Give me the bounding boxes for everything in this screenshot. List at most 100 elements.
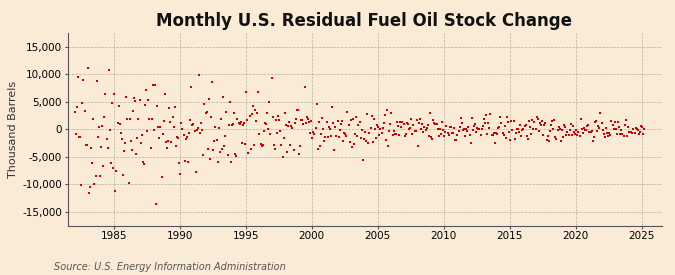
Point [433, 134, 444, 138]
Point [120, 141, 131, 145]
Point [112, 121, 123, 125]
Point [362, 112, 373, 116]
Point [364, 131, 375, 136]
Point [313, 147, 323, 152]
Point [100, 91, 111, 96]
Point [474, 126, 485, 131]
Point [338, 139, 348, 143]
Point [461, 127, 472, 131]
Point [294, 152, 304, 156]
Point [360, 139, 371, 143]
Point [330, 125, 341, 130]
Point [463, 125, 474, 129]
Point [425, 111, 435, 115]
Point [612, 131, 622, 136]
Point [559, 123, 570, 128]
Point [260, 120, 271, 125]
Point [454, 125, 465, 129]
Point [350, 132, 360, 136]
Point [234, 122, 245, 127]
Point [134, 98, 145, 103]
Point [398, 122, 409, 126]
Point [292, 108, 303, 112]
Point [142, 129, 153, 134]
Point [421, 126, 432, 131]
Point [165, 119, 176, 124]
Point [371, 136, 381, 140]
Point [389, 131, 400, 136]
Point [151, 202, 161, 206]
Point [150, 82, 161, 87]
Point [381, 138, 392, 142]
Point [610, 127, 621, 131]
Point [597, 128, 608, 132]
Point [178, 132, 189, 137]
Point [299, 84, 310, 89]
Point [564, 127, 575, 132]
Point [562, 130, 573, 134]
Point [89, 182, 100, 186]
Point [328, 120, 339, 125]
Point [227, 123, 238, 128]
Point [420, 128, 431, 133]
Point [522, 136, 533, 141]
Point [188, 121, 199, 126]
Point [442, 131, 453, 136]
Point [250, 108, 261, 112]
Point [372, 123, 383, 127]
Point [271, 131, 282, 136]
Point [397, 120, 408, 125]
Point [402, 122, 413, 126]
Point [90, 174, 101, 178]
Point [446, 125, 456, 130]
Point [484, 126, 495, 130]
Point [533, 117, 543, 121]
Point [383, 144, 394, 149]
Point [613, 120, 624, 124]
Point [173, 136, 184, 141]
Point [381, 108, 392, 112]
Point [138, 160, 148, 164]
Point [298, 121, 309, 126]
Point [339, 130, 350, 135]
Point [561, 132, 572, 137]
Point [580, 128, 591, 132]
Point [615, 132, 626, 137]
Point [167, 115, 178, 119]
Point [84, 185, 95, 189]
Point [265, 132, 276, 136]
Point [599, 135, 610, 140]
Point [435, 126, 446, 131]
Point [242, 118, 252, 122]
Point [164, 106, 175, 110]
Point [441, 124, 452, 128]
Point [639, 126, 650, 131]
Point [322, 135, 333, 139]
Point [313, 120, 324, 124]
Point [207, 80, 217, 84]
Point [74, 135, 84, 139]
Point [549, 118, 560, 122]
Point [493, 126, 504, 130]
Point [638, 132, 649, 136]
Point [97, 123, 107, 128]
Point [233, 121, 244, 125]
Point [491, 131, 502, 135]
Point [405, 126, 416, 130]
Point [450, 138, 460, 142]
Point [427, 137, 437, 141]
Point [466, 116, 477, 121]
Point [72, 105, 82, 109]
Point [400, 132, 411, 136]
Point [70, 132, 81, 136]
Point [419, 125, 430, 129]
Point [159, 119, 169, 123]
Point [603, 134, 614, 139]
Point [133, 117, 144, 122]
Point [70, 110, 80, 114]
Point [72, 75, 83, 79]
Point [410, 129, 421, 133]
Point [587, 139, 598, 144]
Point [416, 127, 427, 131]
Point [109, 91, 119, 96]
